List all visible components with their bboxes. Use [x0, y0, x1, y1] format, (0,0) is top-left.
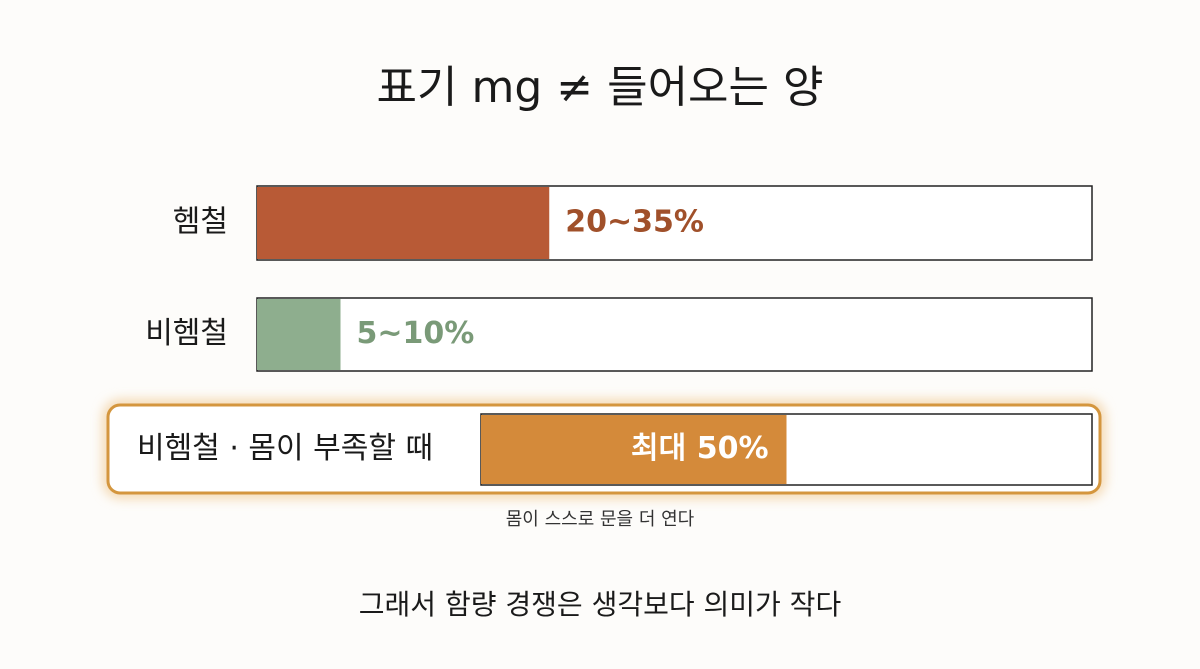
chart-title: 표기 mg ≠ 들어오는 양	[377, 62, 824, 113]
bar	[257, 299, 341, 370]
category-label: 비헴철 · 몸이 부족할 때	[137, 431, 433, 466]
footer: 그래서 함량 경쟁은 생각보다 의미가 작다	[359, 588, 841, 621]
value-label: 최대 50%	[631, 431, 768, 466]
value-label: 5~10%	[357, 316, 475, 351]
category-label: 헴철	[173, 205, 228, 240]
annotation: 몸이 스스로 문을 더 연다	[506, 509, 695, 530]
value-label: 20~35%	[565, 205, 704, 240]
bar	[481, 415, 787, 484]
bar	[257, 187, 550, 259]
category-label: 비헴철	[145, 316, 228, 351]
bar-track	[256, 297, 1093, 372]
